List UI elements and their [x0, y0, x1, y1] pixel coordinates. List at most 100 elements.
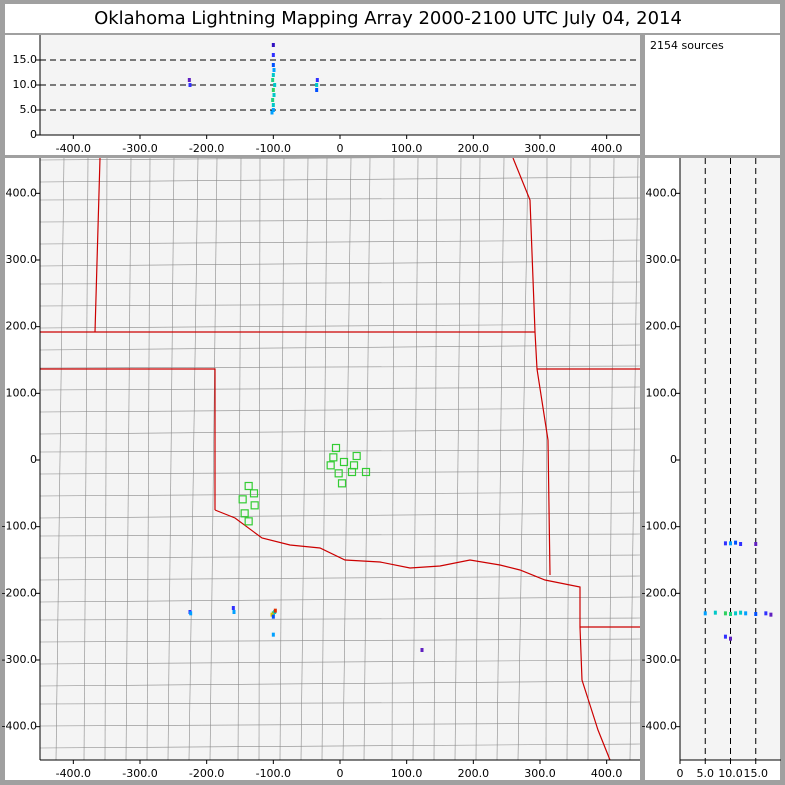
x-tick-label: 0 [337, 142, 344, 155]
lightning-source [713, 610, 717, 615]
county-line [433, 158, 438, 760]
county-line [40, 281, 640, 285]
lightning-source [744, 611, 748, 616]
county-line [40, 260, 640, 267]
lightning-source [764, 611, 768, 616]
lightning-source [271, 108, 275, 112]
county-line [363, 158, 371, 760]
lightning-source [315, 78, 319, 82]
y-tick-label: 15.0 [13, 53, 38, 66]
station [249, 489, 259, 498]
county-line [40, 428, 640, 435]
x-tick-label: 200.0 [458, 767, 490, 780]
x-tick-label: 0 [677, 767, 684, 780]
state-borders [40, 158, 640, 760]
county-line [475, 158, 481, 760]
county-line [566, 158, 572, 760]
lightning-source [273, 608, 277, 613]
y-tick-label: 200.0 [646, 320, 678, 333]
county-line [40, 680, 640, 687]
x-tick-label: 400.0 [591, 767, 623, 780]
county-line [40, 533, 640, 537]
lightning-source [734, 540, 738, 545]
lightning-source [271, 632, 275, 637]
station [331, 443, 341, 453]
county-line [125, 158, 132, 760]
lightning-source [739, 610, 743, 615]
lightning-source [769, 612, 773, 617]
x-tick-label: -400.0 [56, 142, 91, 155]
y-tick-label: -100.0 [2, 520, 37, 533]
county-line [40, 554, 640, 559]
county-line [258, 158, 261, 760]
y-tick-label: -200.0 [2, 586, 37, 599]
county-line [104, 158, 108, 760]
y-tick-label: -300.0 [2, 653, 37, 666]
y-tick-label: -200.0 [642, 586, 677, 599]
lightning-source [232, 610, 236, 614]
county-line [40, 344, 640, 351]
y-tick-label: -400.0 [642, 720, 677, 733]
x-tick-label: 15.0 [744, 767, 769, 780]
station [361, 467, 371, 477]
station [238, 495, 247, 504]
county-line [40, 722, 640, 727]
x-tick-label: -100.0 [256, 767, 291, 780]
station [250, 501, 259, 510]
x-tick-label: -200.0 [189, 767, 224, 780]
lightning-source [754, 612, 758, 616]
station [339, 457, 349, 467]
title-bar [5, 4, 780, 33]
lightning-source [271, 614, 275, 619]
county-line [608, 158, 615, 760]
county-line [55, 158, 65, 760]
county-line [454, 158, 462, 760]
county-line [40, 491, 640, 497]
county-line [517, 158, 529, 760]
station [326, 461, 335, 470]
county-line [146, 158, 151, 760]
county-line [237, 158, 242, 760]
lightning-source [270, 110, 274, 115]
county-line [40, 701, 640, 705]
lightning-source [754, 542, 758, 546]
county-line [83, 158, 89, 760]
y-tick-label: 300.0 [646, 253, 678, 266]
state-border [40, 158, 640, 576]
info-panel [645, 35, 780, 155]
station [244, 481, 253, 491]
lightning-source [271, 53, 275, 57]
county-line [40, 158, 386, 161]
station [334, 469, 343, 478]
y-tick-label: 10.0 [13, 78, 38, 91]
lightning-source [271, 78, 275, 82]
y-tick-label: 400.0 [6, 186, 38, 199]
lightning-source [187, 78, 191, 82]
lightning-source [231, 606, 235, 610]
county-line [40, 659, 640, 665]
lightning-source [729, 541, 732, 546]
source-count: 2154 sources [650, 39, 724, 52]
county-line [587, 158, 591, 760]
x-tick-label: 100.0 [391, 767, 423, 780]
lightning-source [723, 634, 727, 639]
county-line [40, 197, 640, 201]
y-tick-label: -400.0 [2, 720, 37, 733]
x-tick-label: 5.0 [697, 767, 715, 780]
lightning-source [315, 88, 319, 92]
state-border [214, 509, 640, 760]
station [352, 451, 361, 461]
lightning-source [271, 98, 275, 102]
lightning-source [315, 83, 319, 87]
x-tick-label: 300.0 [524, 767, 556, 780]
x-tick-label: -400.0 [56, 767, 91, 780]
station [347, 467, 357, 477]
county-line [188, 158, 199, 760]
lightning-source [729, 612, 732, 616]
county-line [40, 365, 640, 369]
lightning-source [271, 103, 275, 107]
lightning-source [188, 83, 192, 87]
lightning-source [189, 611, 193, 616]
y-tick-label: 100.0 [6, 386, 38, 399]
